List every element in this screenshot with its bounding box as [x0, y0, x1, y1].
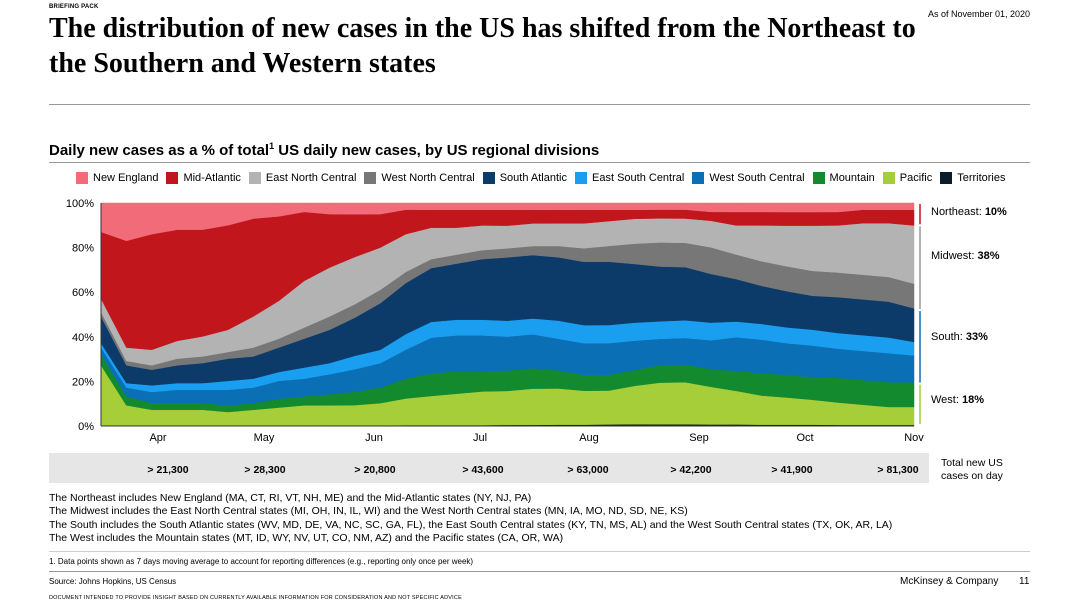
region-label-name: South: — [931, 331, 966, 343]
subtitle-text: Daily new cases as a % of total — [49, 142, 270, 159]
totals-band — [49, 453, 929, 483]
note-midwest: The Midwest includes the East North Cent… — [49, 505, 688, 518]
x-tick-label: Aug — [579, 432, 599, 444]
notes-divider — [49, 551, 1030, 552]
region-label-name: Midwest: — [931, 250, 977, 262]
region-label: West: 18% — [931, 394, 984, 406]
note-west: The West includes the Mountain states (M… — [49, 531, 564, 544]
footnote: 1. Data points shown as 7 days moving av… — [49, 557, 474, 566]
region-notes: The Northeast includes New England (MA, … — [49, 492, 892, 545]
daily-total-value: > 43,600 — [462, 464, 504, 476]
x-tick-label: May — [254, 432, 275, 444]
legend-item-west-south-central: West South Central — [692, 172, 805, 184]
note-northeast: The Northeast includes New England (MA, … — [49, 492, 532, 504]
y-tick-label: 40% — [72, 332, 94, 344]
legend-swatch — [248, 172, 261, 184]
totals-label: Total new US cases on day — [941, 457, 1003, 483]
y-tick-label: 60% — [72, 287, 94, 299]
as-of-date: As of November 01, 2020 — [927, 9, 1030, 19]
legend-swatch — [364, 172, 377, 184]
area-new-england — [100, 202, 915, 242]
subtitle-text-after: US daily new cases, by US regional divis… — [274, 142, 600, 159]
daily-total-value: > 63,000 — [567, 464, 609, 476]
legend-label: South Atlantic — [499, 172, 567, 184]
y-tick-label: 20% — [72, 376, 94, 388]
daily-total-value: > 20,800 — [354, 464, 396, 476]
y-tick-label: 100% — [66, 198, 94, 210]
daily-total-value: > 21,300 — [147, 464, 189, 476]
chart-legend: New England Mid-Atlantic East North Centra… — [76, 172, 1006, 184]
legend-swatch — [166, 172, 179, 184]
legend-item-territories: Territories — [940, 172, 1006, 184]
legend-swatch — [482, 172, 495, 184]
x-tick-label: Sep — [689, 432, 709, 444]
y-tick-label: 80% — [72, 243, 94, 255]
region-label-value: 18% — [962, 394, 984, 406]
legend-item-mountain: Mountain — [812, 172, 875, 184]
legend-label: Mid-Atlantic — [183, 172, 241, 184]
region-label-name: West: — [931, 394, 962, 406]
legend-item-south-atlantic: South Atlantic — [482, 172, 567, 184]
disclaimer: DOCUMENT INTENDED TO PROVIDE INSIGHT BAS… — [49, 595, 462, 601]
x-tick-label: Jul — [473, 432, 487, 444]
legend-swatch — [940, 172, 953, 184]
legend-item-east-south-central: East South Central — [575, 172, 684, 184]
legend-item-pacific: Pacific — [882, 172, 933, 184]
source-text: Source: Johns Hopkins, US Census — [49, 577, 177, 586]
stacked-area-chart: 0% 20% 40% 60% 80% 100% Apr May Jun Jul Aug Sep Oct N… — [66, 198, 1007, 444]
page-number: 11 — [1019, 576, 1030, 587]
company-name: McKinsey & Company — [900, 576, 999, 587]
legend-item-mid-atlantic: Mid-Atlantic — [166, 172, 241, 184]
note-south: The South includes the South Atlantic st… — [49, 518, 893, 531]
daily-total-value: > 41,900 — [771, 464, 813, 476]
region-label: Midwest: 38% — [931, 250, 1000, 262]
x-tick-label: Oct — [796, 432, 813, 444]
legend-label: Pacific — [899, 172, 933, 184]
x-tick-label: Nov — [904, 432, 924, 444]
legend-swatch — [575, 172, 587, 184]
region-label-value: 33% — [966, 331, 988, 343]
totals-label-line2: cases on day — [941, 470, 1003, 482]
x-tick-label: Jun — [365, 432, 383, 444]
legend-label: East North Central — [265, 172, 357, 184]
daily-total-value: > 81,300 — [877, 464, 919, 476]
legend-swatch — [812, 172, 825, 184]
chart-subtitle: Daily new cases as a % of total1 US dail… — [49, 141, 599, 159]
legend-item-new-england: New England — [76, 172, 158, 184]
footer-divider — [49, 571, 1030, 572]
legend-label: West North Central — [381, 172, 475, 184]
legend-label: New England — [93, 172, 159, 184]
x-tick-label: Apr — [149, 432, 166, 444]
daily-total-value: > 42,200 — [670, 464, 712, 476]
totals-label-line1: Total new US — [941, 457, 1003, 469]
region-label: South: 33% — [931, 331, 988, 343]
subtitle-divider — [49, 162, 1030, 163]
title-divider — [49, 104, 1030, 105]
region-label: Northeast: 10% — [931, 206, 1007, 218]
briefing-pack-label: BRIEFING PACK — [49, 4, 99, 10]
region-label-value: 38% — [977, 250, 999, 262]
subtitle-footnote-marker: 1 — [269, 141, 275, 151]
legend-label: Mountain — [829, 172, 875, 184]
legend-item-east-north-central: East North Central — [248, 172, 357, 184]
y-tick-label: 0% — [78, 421, 94, 433]
legend-item-west-north-central: West North Central — [364, 172, 475, 184]
page-title: The distribution of new cases in the US … — [49, 13, 916, 79]
legend-swatch — [692, 172, 705, 184]
legend-label: West South Central — [709, 172, 805, 184]
legend-swatch — [76, 172, 88, 184]
legend-label: Territories — [957, 172, 1006, 184]
region-label-name: Northeast: — [931, 206, 985, 218]
daily-total-value: > 28,300 — [244, 464, 286, 476]
legend-label: East South Central — [592, 172, 685, 184]
legend-swatch — [882, 172, 895, 184]
region-label-value: 10% — [985, 206, 1007, 218]
